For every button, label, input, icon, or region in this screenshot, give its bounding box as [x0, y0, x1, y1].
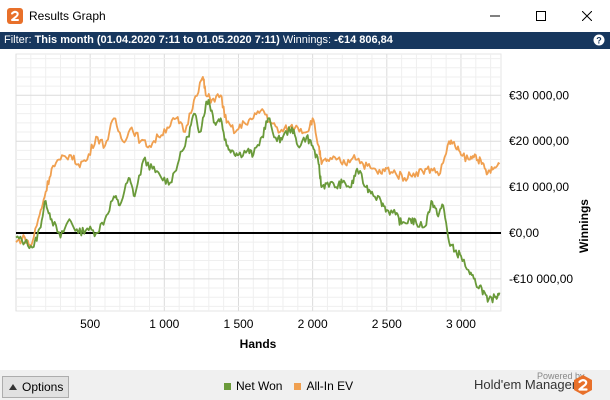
x-tick-label: 2 000 — [298, 317, 328, 331]
legend-label-all-in-ev: All-In EV — [306, 379, 354, 393]
x-tick-label: 500 — [80, 317, 100, 331]
options-button[interactable]: Options — [2, 376, 69, 398]
title-bar: Results Graph — [0, 0, 610, 32]
results-graph[interactable]: 500 1 000 1 500 2 000 2 500 3 000 €30 000,00 €2… — [0, 49, 610, 370]
minimize-icon — [490, 15, 500, 17]
brand-name: Hold'em Manager — [474, 377, 577, 392]
bottom-bar: Options Net Won All-In EV Powered by Hol… — [0, 370, 610, 400]
powered-by-text: Powered by — [537, 371, 585, 381]
maximize-button[interactable] — [518, 0, 564, 32]
legend-item-all-in-ev[interactable]: All-In EV — [294, 379, 353, 393]
winnings-label: Winnings: — [282, 34, 332, 46]
filter-bar: Filter: This month (01.04.2020 7:11 to 0… — [0, 32, 610, 49]
help-icon[interactable]: ? — [593, 34, 605, 46]
y-tick-label: -€10 000,00 — [509, 272, 573, 286]
legend-label-net-won: Net Won — [236, 379, 283, 393]
options-label: Options — [22, 380, 64, 394]
filter-range[interactable]: This month (01.04.2020 7:11 to 01.05.202… — [34, 34, 280, 46]
y-tick-label: €0,00 — [509, 226, 539, 240]
y-axis-label: Winnings — [577, 199, 591, 253]
x-tick-label: 1 500 — [223, 317, 253, 331]
x-axis-label: Hands — [240, 337, 277, 351]
holdem-manager-logo-icon — [574, 375, 592, 395]
window-title: Results Graph — [29, 9, 106, 23]
series-line-net-won[interactable] — [15, 99, 501, 304]
close-button[interactable] — [564, 0, 610, 32]
series-line-all-in-ev[interactable] — [15, 75, 501, 248]
y-tick-label: €10 000,00 — [509, 180, 569, 194]
maximize-icon — [536, 11, 546, 21]
svg-text:?: ? — [596, 36, 602, 46]
x-tick-label: 3 000 — [446, 317, 476, 331]
plot-frame — [15, 53, 502, 312]
filter-prefix: Filter: — [4, 34, 32, 46]
chart-canvas[interactable]: 500 1 000 1 500 2 000 2 500 3 000 €30 000,00 €2… — [0, 49, 610, 370]
x-tick-label: 1 000 — [149, 317, 179, 331]
triangle-up-icon — [9, 384, 17, 390]
app-logo-icon — [7, 8, 23, 24]
close-icon — [582, 11, 592, 21]
legend-swatch-all-in-ev — [294, 382, 302, 390]
minimize-button[interactable] — [472, 0, 518, 32]
legend-swatch-net-won — [224, 382, 231, 390]
y-tick-label: €30 000,00 — [509, 88, 569, 102]
legend-item-net-won[interactable]: Net Won — [224, 379, 282, 393]
chart-legend: Net Won All-In EV — [224, 379, 365, 393]
x-tick-label: 2 500 — [372, 317, 402, 331]
winnings-value: -€14 806,84 — [334, 34, 393, 46]
y-tick-label: €20 000,00 — [509, 134, 569, 148]
